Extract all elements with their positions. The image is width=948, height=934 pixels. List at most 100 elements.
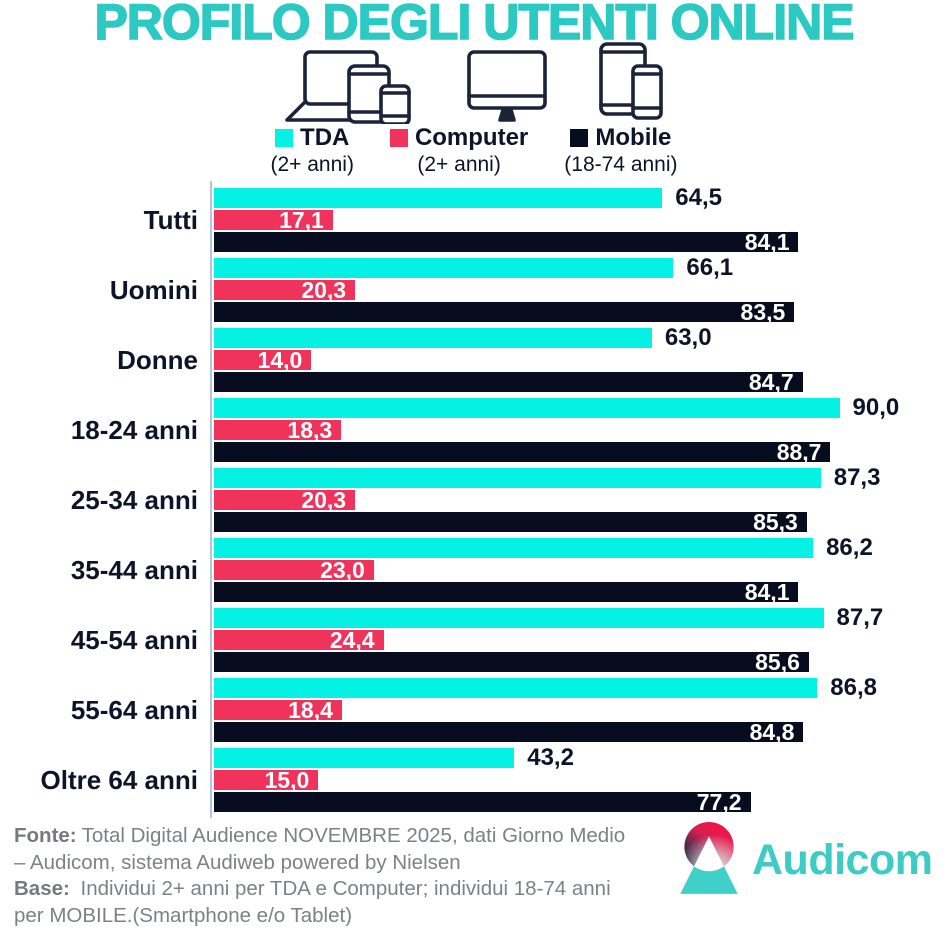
value-label: 43,2: [527, 744, 574, 771]
legend-item-tda: TDA (2+ anni): [270, 124, 353, 177]
bar-tda: [214, 328, 652, 348]
value-label: 84,1: [744, 228, 790, 255]
desktop-monitor-icon: [467, 50, 547, 124]
category-label: 35-44 anni: [70, 555, 198, 585]
audicom-logo: Audicom: [678, 820, 933, 900]
footer-label: Base:: [14, 877, 70, 900]
chart-row: Oltre 64 anni 43,2 15,0 77,2: [0, 744, 948, 815]
bar-mobile: 84,1: [214, 578, 799, 605]
legend-sublabel: (2+ anni): [417, 153, 501, 176]
legend-sublabel: (18-74 anni): [564, 153, 678, 176]
legend-swatch-computer: [389, 129, 408, 147]
chart-row: Uomini 66,1 20,3 83,5: [0, 254, 948, 325]
chart-row: Donne 63,0 14,0 84,7: [0, 324, 948, 395]
bar-mobile: 85,6: [214, 648, 809, 675]
footer-label: Fonte:: [14, 824, 77, 847]
bar-mobile: 77,2: [214, 788, 751, 815]
legend-label: TDA: [300, 124, 350, 151]
value-label: 18,4: [288, 696, 333, 723]
legend-label: Computer: [414, 124, 529, 151]
footer-line: Base: Individui 2+ anni per TDA e Comput…: [14, 877, 611, 900]
legend-sublabel: (2+ anni): [270, 153, 354, 176]
bar-tda: [214, 748, 515, 768]
bar-tda: [214, 678, 818, 698]
value-label: 77,2: [696, 788, 742, 815]
bar-tda: [214, 188, 663, 208]
bar-computer: 18,3: [214, 418, 342, 441]
tablet-smartphone-icon: [599, 42, 665, 124]
legend-item-mobile: Mobile (18-74 anni): [564, 124, 677, 177]
bar-chart: Tutti 64,5 17,1 84,1 Uomini 66,1 20,3 83,5 Donne…: [0, 181, 948, 818]
value-label: 84,7: [748, 368, 794, 395]
footer-line: per MOBILE.(Smartphone e/o Tablet): [14, 903, 353, 927]
value-label: 86,2: [826, 534, 873, 561]
value-label: 20,3: [301, 276, 347, 303]
bar-tda: [214, 468, 821, 488]
bar-mobile: 85,3: [214, 508, 807, 535]
value-label: 87,7: [836, 604, 884, 631]
bar-tda: [214, 398, 840, 418]
value-label: 17,1: [279, 206, 324, 233]
value-label: 84,8: [749, 718, 795, 745]
value-label: 88,7: [776, 438, 822, 465]
value-label: 84,1: [744, 578, 790, 605]
value-label: 14,0: [257, 346, 303, 373]
value-label: 86,8: [830, 674, 877, 701]
legend-item-computer: Computer (2+ anni): [389, 124, 529, 177]
bar-computer: 24,4: [214, 626, 384, 653]
bar-mobile: 84,7: [214, 368, 803, 395]
bar-computer: 20,3: [214, 486, 356, 513]
value-label: 85,6: [755, 648, 800, 675]
category-label: Oltre 64 anni: [40, 765, 199, 795]
y-axis-line: [210, 181, 212, 818]
audicom-logo-mark-icon: [678, 820, 740, 900]
value-label: 15,0: [264, 766, 310, 793]
chart-row: 35-44 anni 86,2 23,0 84,1: [0, 534, 948, 605]
legend: TDA (2+ anni) Computer (2+ anni) Mobile (18-7…: [0, 124, 948, 177]
bar-tda: [214, 258, 674, 278]
bar-mobile: 84,8: [214, 718, 804, 745]
value-label: 66,1: [686, 254, 734, 281]
audicom-logo-text: Audicom: [752, 835, 933, 884]
value-label: 24,4: [329, 626, 375, 653]
source-note: Fonte: Total Digital Audience NOVEMBRE 20…: [14, 823, 664, 929]
legend-swatch-tda: [275, 129, 294, 147]
bar-computer: 14,0: [214, 346, 312, 373]
footer-line: Fonte: Total Digital Audience NOVEMBRE 20…: [14, 824, 626, 847]
bar-computer: 17,1: [214, 206, 333, 233]
footer-line: – Audicom, sistema Audiweb powered by Ni…: [14, 850, 461, 874]
bar-computer: 23,0: [214, 556, 374, 583]
value-label: 90,0: [852, 394, 900, 421]
chart-row: 18-24 anni 90,0 18,3 88,7: [0, 394, 948, 465]
bar-computer: 15,0: [214, 766, 319, 793]
bar-mobile: 88,7: [214, 438, 831, 465]
bar-tda: [214, 608, 824, 628]
value-label: 20,3: [301, 486, 347, 513]
category-label: Uomini: [109, 275, 198, 305]
device-icons-row: [0, 42, 948, 124]
category-label: Tutti: [143, 205, 198, 235]
bar-mobile: 83,5: [214, 298, 795, 325]
value-label: 23,0: [320, 556, 365, 583]
legend-label: Mobile: [595, 124, 672, 151]
chart-row: 55-64 anni 86,8 18,4 84,8: [0, 674, 948, 745]
page-title: PROFILO DEGLI UTENTI ONLINE: [94, 0, 856, 51]
category-label: 55-64 anni: [70, 695, 198, 725]
category-label: 25-34 anni: [70, 485, 198, 515]
laptop-tablet-smartphone-icon: [283, 50, 415, 124]
bar-tda: [214, 538, 814, 558]
value-label: 83,5: [740, 298, 786, 325]
bar-computer: 18,4: [214, 696, 342, 723]
category-label: 18-24 anni: [70, 415, 198, 445]
value-label: 63,0: [664, 324, 712, 351]
value-label: 85,3: [753, 508, 798, 535]
bar-computer: 20,3: [214, 276, 356, 303]
category-label: Donne: [117, 345, 198, 375]
chart-row: 25-34 anni 87,3 20,3 85,3: [0, 466, 948, 535]
legend-swatch-mobile: [570, 129, 589, 147]
category-label: 45-54 anni: [70, 625, 198, 655]
bar-mobile: 84,1: [214, 228, 799, 255]
chart-row: Tutti 64,5 17,1 84,1: [0, 184, 948, 255]
value-label: 64,5: [675, 184, 722, 211]
